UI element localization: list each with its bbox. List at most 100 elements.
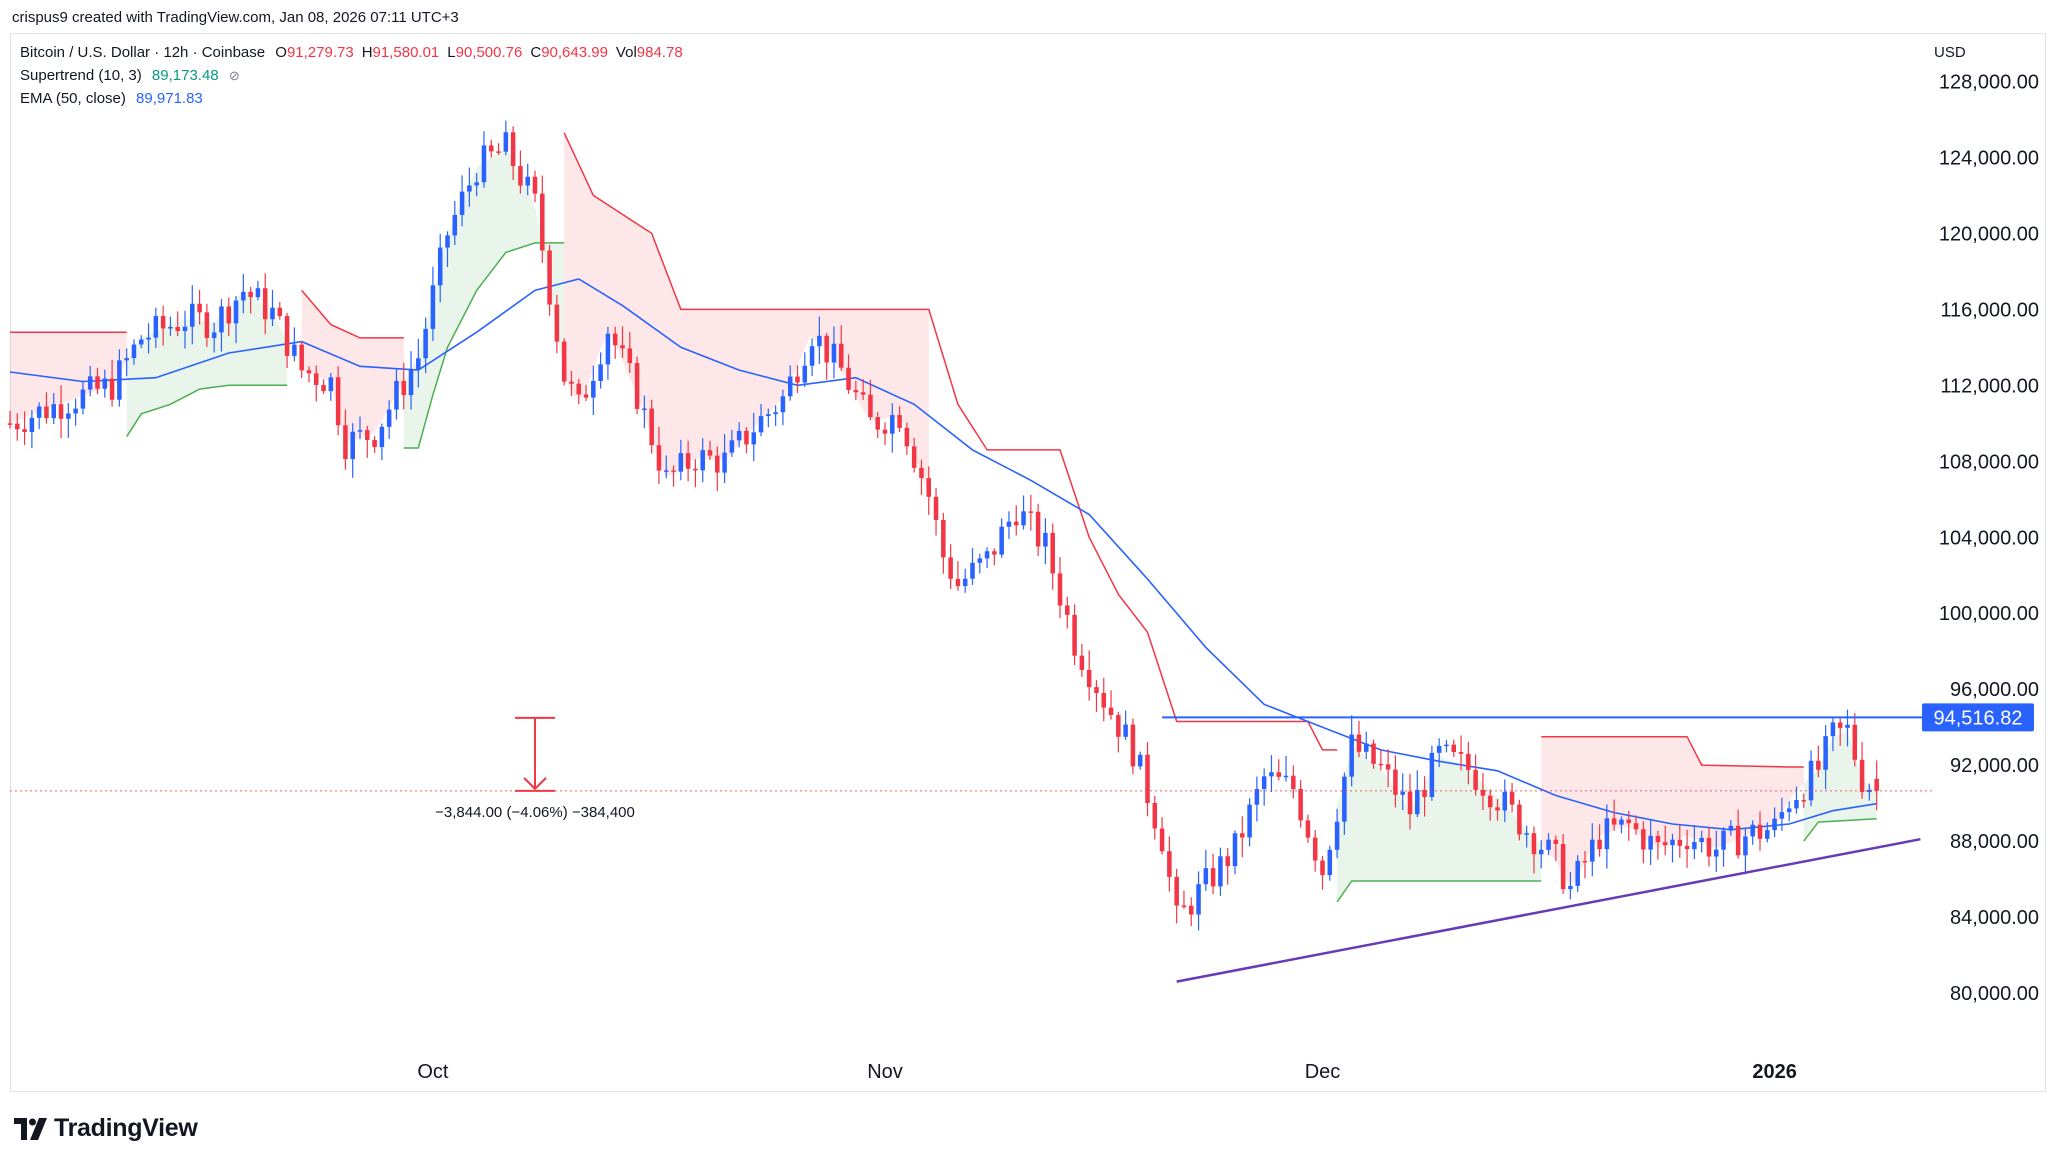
candle-body bbox=[102, 378, 108, 389]
candle-body bbox=[955, 578, 961, 587]
time-axis[interactable]: Oct Nov Dec 2026 bbox=[417, 1061, 1796, 1083]
candle-body bbox=[394, 380, 399, 410]
candle-body bbox=[1830, 722, 1836, 737]
legend-supertrend-row[interactable]: Supertrend (10, 3) 89,173.48 ⊘ bbox=[20, 64, 683, 87]
ohlc-key-c: C bbox=[530, 44, 542, 61]
candle-body bbox=[190, 303, 195, 327]
legend-symbol-row[interactable]: Bitcoin / U.S. Dollar · 12h · Coinbase O… bbox=[20, 41, 683, 64]
candle-body bbox=[1874, 778, 1879, 791]
candle-body bbox=[1495, 807, 1500, 811]
candle-body bbox=[1451, 744, 1457, 753]
candle-body bbox=[1706, 837, 1712, 857]
candle-body bbox=[1604, 818, 1610, 850]
candle-body bbox=[211, 332, 217, 338]
candle-body bbox=[1342, 776, 1347, 822]
candle-body bbox=[583, 394, 589, 398]
candle-body bbox=[744, 430, 749, 445]
candle-body bbox=[1101, 693, 1107, 708]
candle-body bbox=[1108, 707, 1114, 716]
candle-body bbox=[1378, 763, 1384, 766]
candle-body bbox=[1779, 812, 1785, 819]
attribution-text: crispus9 created with TradingView.com, J… bbox=[12, 9, 459, 26]
hidden-eye-icon[interactable]: ⊘ bbox=[228, 68, 240, 83]
measure-label: −3,844.00 (−4.06%) −384,400 bbox=[435, 804, 635, 821]
candle-body bbox=[1247, 804, 1252, 838]
candle-body bbox=[1546, 839, 1551, 850]
chart-frame[interactable] bbox=[10, 33, 2046, 1092]
candle-body bbox=[138, 339, 144, 345]
candle-body bbox=[1123, 724, 1128, 737]
candle-body bbox=[1473, 769, 1478, 790]
supertrend-fill-down bbox=[301, 290, 404, 442]
candle-body bbox=[642, 408, 647, 411]
candle-body bbox=[488, 145, 494, 152]
candle-body bbox=[474, 182, 479, 186]
legend-ema-row[interactable]: EMA (50, close) 89,971.83 bbox=[20, 87, 683, 110]
candle-body bbox=[233, 300, 239, 324]
candle-body bbox=[204, 312, 210, 338]
candle-body bbox=[1765, 830, 1770, 839]
candle-body bbox=[1225, 856, 1230, 867]
candle-body bbox=[1699, 837, 1704, 843]
price-tick-label: 116,000.00 bbox=[1940, 299, 2039, 321]
candle-body bbox=[569, 381, 574, 384]
candle-body bbox=[459, 191, 465, 215]
candle-body bbox=[926, 478, 932, 497]
candle-body bbox=[510, 132, 516, 166]
supertrend-line-down bbox=[563, 132, 1338, 751]
price-tick-label: 80,000.00 bbox=[1950, 983, 2039, 1005]
candle-body bbox=[1837, 722, 1843, 728]
price-axis[interactable]: 80,000.00 84,000.00 88,000.00 92,000.00 96,0… bbox=[1939, 71, 2039, 1005]
candle-body bbox=[1269, 772, 1274, 777]
ohlc-key-vol: Vol bbox=[615, 44, 637, 61]
candle-body bbox=[1013, 521, 1019, 526]
candle-body bbox=[715, 455, 720, 473]
candle-body bbox=[627, 348, 633, 363]
price-tick-label: 92,000.00 bbox=[1950, 755, 2039, 777]
candle-body bbox=[1422, 789, 1427, 797]
candle-body bbox=[933, 496, 939, 520]
supertrend-fill-up bbox=[1803, 731, 1877, 842]
candle-body bbox=[80, 389, 86, 409]
candle-body bbox=[853, 389, 859, 393]
candle-body bbox=[1553, 839, 1559, 844]
candle-body bbox=[1174, 876, 1179, 906]
symbol-description: Bitcoin / U.S. Dollar · 12h · Coinbase bbox=[20, 44, 266, 61]
drawings[interactable]: 94,516.82 −3,844.00 (−4.06%) −384,400 bbox=[10, 703, 2034, 983]
candle-body bbox=[605, 333, 611, 365]
candle-body bbox=[386, 409, 392, 427]
candle-body bbox=[1130, 724, 1136, 767]
supertrend-label: Supertrend (10, 3) bbox=[20, 67, 142, 84]
candle-body bbox=[780, 396, 786, 413]
candle-body bbox=[1283, 775, 1289, 778]
candle-body bbox=[1393, 769, 1398, 795]
currency-label[interactable]: USD bbox=[1934, 44, 1966, 61]
price-tick-label: 112,000.00 bbox=[1940, 375, 2039, 397]
candle-body bbox=[656, 445, 662, 471]
candle-body bbox=[51, 404, 57, 419]
tradingview-logo-icon bbox=[14, 1117, 48, 1140]
candle-body bbox=[36, 406, 42, 418]
candle-body bbox=[335, 377, 341, 426]
candle-body bbox=[1867, 789, 1872, 793]
candle-body bbox=[1531, 833, 1537, 855]
supertrend-line-down bbox=[1541, 735, 1804, 768]
candle-body bbox=[1167, 851, 1172, 877]
time-tick-label: Oct bbox=[417, 1061, 449, 1083]
candle-body bbox=[262, 288, 268, 320]
candle-body bbox=[540, 193, 545, 251]
candle-body bbox=[831, 343, 837, 363]
candle-body bbox=[919, 467, 924, 479]
candle-body bbox=[1757, 824, 1763, 839]
chart-legend: Bitcoin / U.S. Dollar · 12h · Coinbase O… bbox=[20, 41, 683, 110]
tradingview-brand: TradingView bbox=[14, 1114, 198, 1143]
candle-body bbox=[219, 306, 224, 333]
candle-body bbox=[1750, 824, 1755, 837]
candle-body bbox=[722, 452, 727, 473]
candle-body bbox=[1094, 687, 1099, 694]
candle-body bbox=[620, 345, 625, 349]
candle-body bbox=[1429, 752, 1435, 797]
candle-body bbox=[1502, 791, 1508, 811]
candle-body bbox=[1210, 868, 1216, 887]
